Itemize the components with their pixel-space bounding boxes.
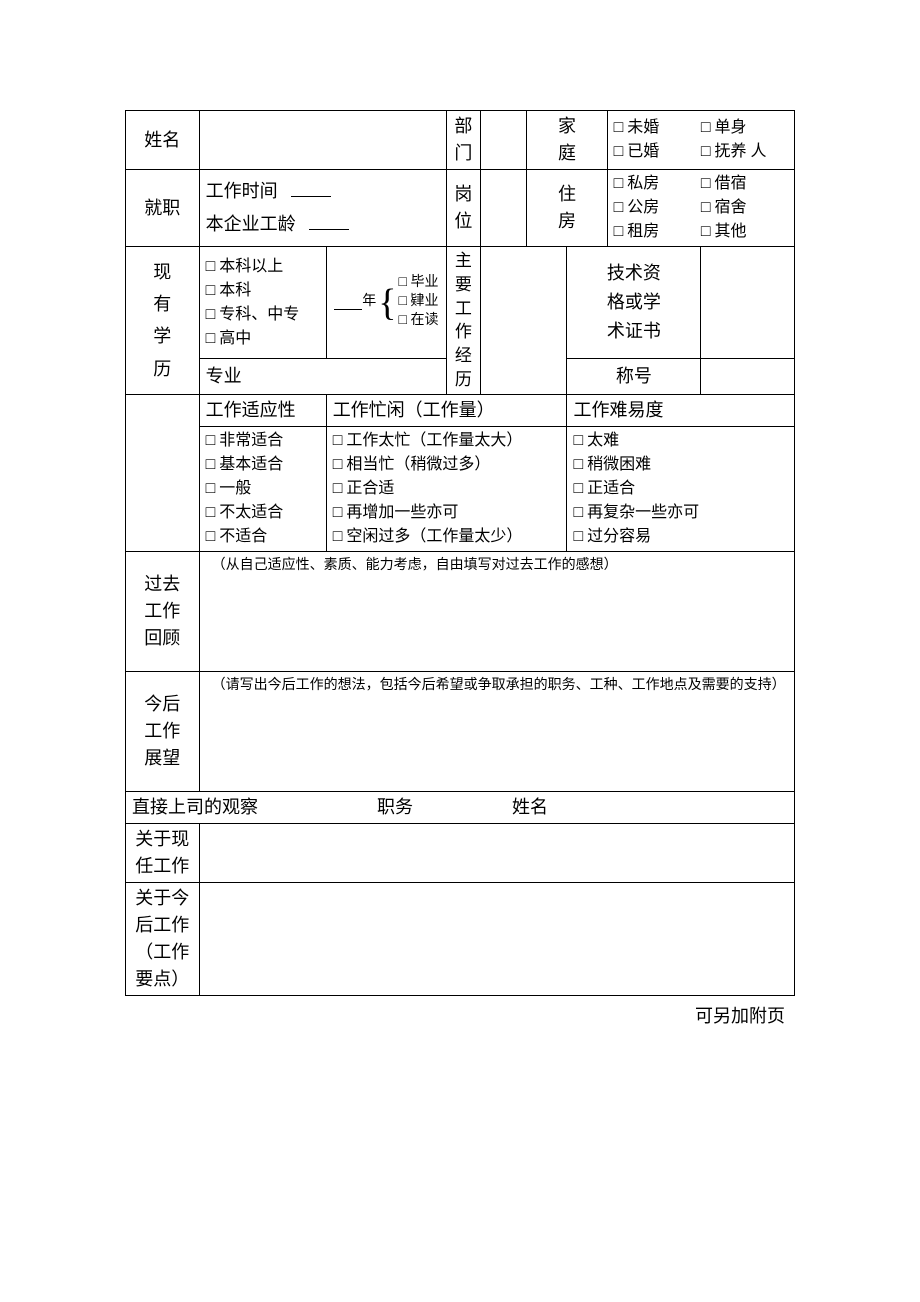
field-workexp[interactable] — [480, 247, 567, 395]
field-cert[interactable] — [701, 247, 795, 359]
label-super-future: 关于今 后工作 （工作 要点） — [126, 882, 200, 995]
label-major: 专业 — [199, 359, 447, 395]
field-dept[interactable] — [480, 111, 527, 170]
header-busy: 工作忙闲（工作量） — [326, 394, 567, 426]
edu-status[interactable]: 年 { □ 毕业 □ 肄业 □ 在读 — [326, 247, 446, 359]
label-name: 姓名 — [126, 111, 200, 170]
field-name[interactable] — [199, 111, 447, 170]
supervisor-header: 直接上司的观察 职务 姓名 — [126, 791, 795, 823]
form-table: 姓名 部门 家庭 □ 未婚 □ 单身 □ 已婚 □ 抚养 人 就职 工作时间 本… — [125, 110, 795, 996]
housing-options[interactable]: □ 私房 □ 借宿 □ 公房 □ 宿舍 □ 租房 □ 其他 — [607, 170, 794, 247]
label-education: 现 有 学 历 — [126, 247, 200, 395]
field-future-outlook[interactable]: （请写出今后工作的想法，包括今后希望或争取承担的职务、工种、工作地点及需要的支持… — [199, 671, 794, 791]
header-adapt: 工作适应性 — [199, 394, 326, 426]
label-title: 称号 — [567, 359, 701, 395]
marital-options[interactable]: □ 未婚 □ 单身 □ 已婚 □ 抚养 人 — [607, 111, 794, 170]
field-post[interactable] — [480, 170, 527, 247]
label-super-current: 关于现 任工作 — [126, 823, 200, 882]
header-difficulty: 工作难易度 — [567, 394, 795, 426]
label-workexp: 主 要 工 作 经 历 — [447, 247, 480, 395]
field-employment[interactable]: 工作时间 本企业工龄 — [199, 170, 447, 247]
field-title[interactable] — [701, 359, 795, 395]
adapt-options[interactable]: □ 非常适合 □ 基本适合 □ 一般 □ 不太适合 □ 不适合 — [199, 426, 326, 551]
footer-note: 可另加附页 — [125, 1002, 795, 1028]
field-past-review[interactable]: （从自己适应性、素质、能力考虑，自由填写对过去工作的感想） — [199, 551, 794, 671]
field-super-future[interactable] — [199, 882, 794, 995]
field-super-current[interactable] — [199, 823, 794, 882]
label-post: 岗位 — [447, 170, 480, 247]
label-past-review: 过去 工作 回顾 — [126, 551, 200, 671]
label-employment: 就职 — [126, 170, 200, 247]
label-family: 家庭 — [527, 111, 607, 170]
label-dept: 部门 — [447, 111, 480, 170]
assess-row-blank — [126, 394, 200, 551]
label-cert: 技术资 格或学 术证书 — [567, 247, 701, 359]
label-housing: 住房 — [527, 170, 607, 247]
edu-levels[interactable]: □ 本科以上 □ 本科 □ 专科、中专 □ 高中 — [199, 247, 326, 359]
label-future-outlook: 今后 工作 展望 — [126, 671, 200, 791]
difficulty-options[interactable]: □ 太难 □ 稍微困难 □ 正适合 □ 再复杂一些亦可 □ 过分容易 — [567, 426, 795, 551]
busy-options[interactable]: □ 工作太忙（工作量太大） □ 相当忙（稍微过多） □ 正合适 □ 再增加一些亦… — [326, 426, 567, 551]
